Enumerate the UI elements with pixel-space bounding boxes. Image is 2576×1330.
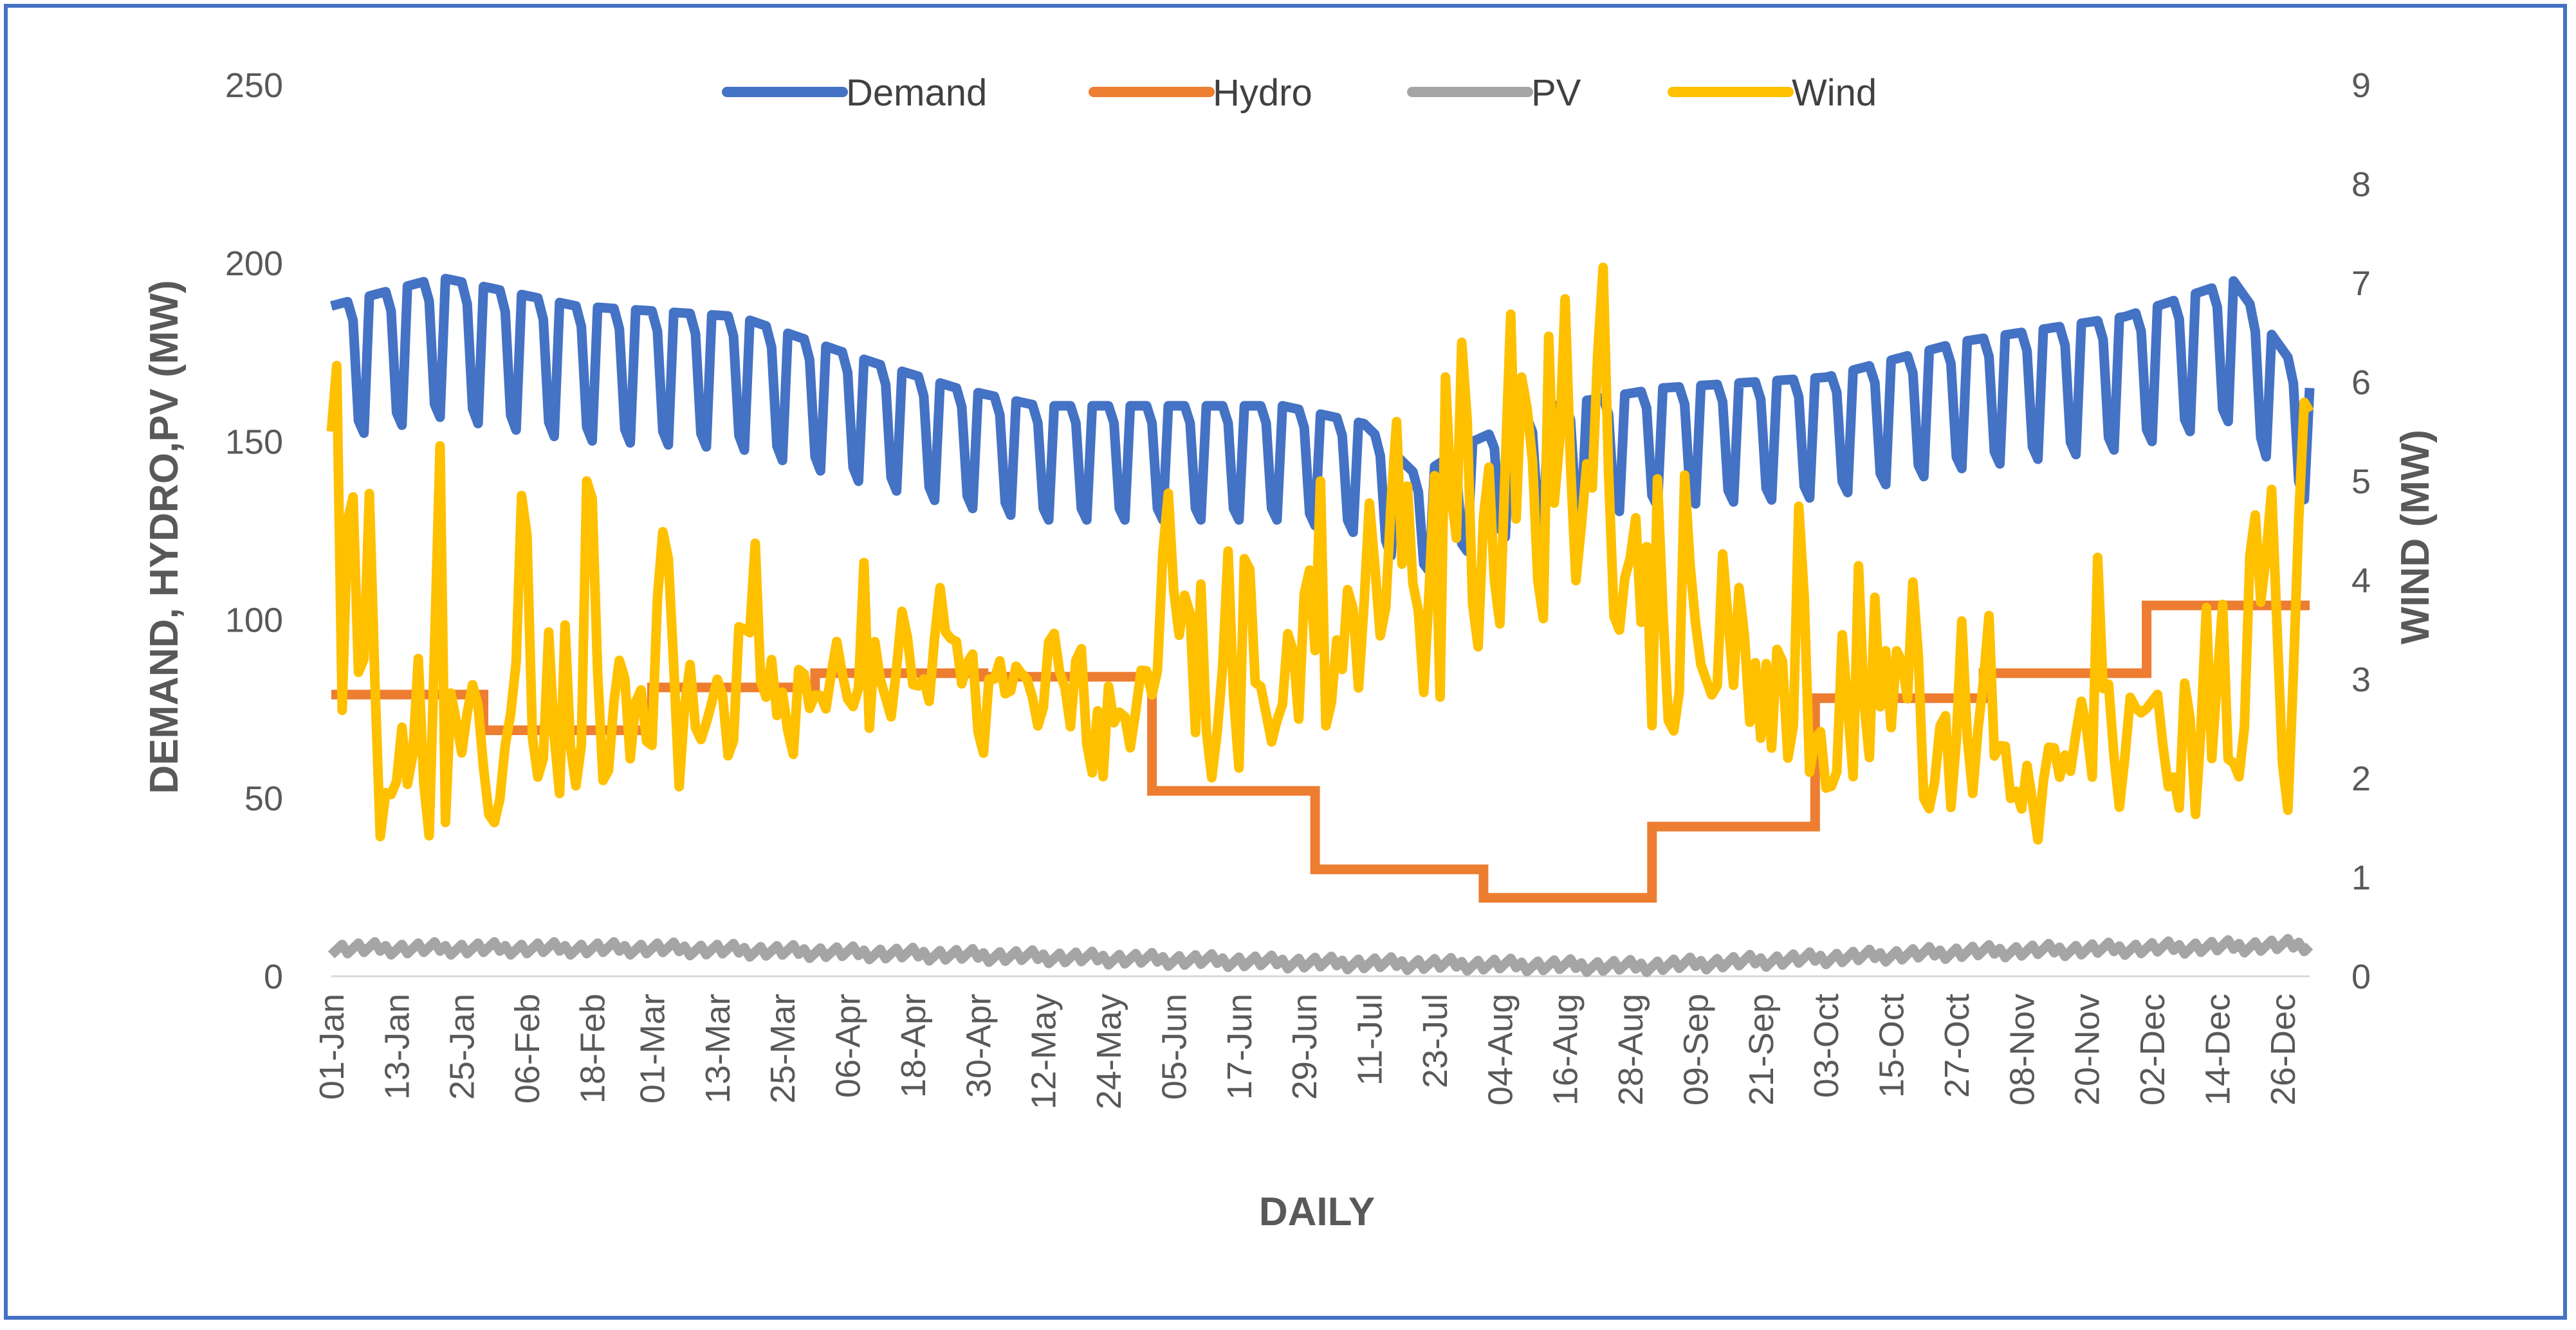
right-tick-3: 3 — [2351, 660, 2371, 699]
x-tick-08-nov: 08-Nov — [2003, 994, 2041, 1106]
right-tick-4: 4 — [2351, 561, 2371, 600]
x-tick-25-mar: 25-Mar — [764, 994, 802, 1104]
right-tick-2: 2 — [2351, 760, 2371, 798]
x-tick-02-dec: 02-Dec — [2133, 994, 2172, 1106]
x-tick-13-mar: 13-Mar — [699, 994, 737, 1104]
x-tick-13-jan: 13-Jan — [378, 994, 416, 1100]
right-tick-1: 1 — [2351, 859, 2371, 897]
legend-label-demand: Demand — [846, 72, 987, 114]
x-tick-01-jan: 01-Jan — [313, 994, 351, 1100]
x-tick-21-sep: 21-Sep — [1742, 994, 1781, 1106]
x-tick-25-jan: 25-Jan — [443, 994, 482, 1100]
series-line-pv — [327, 934, 2314, 978]
series-line-wind — [326, 262, 2314, 845]
x-tick-06-apr: 06-Apr — [829, 994, 868, 1098]
left-tick-0: 0 — [264, 958, 283, 996]
left-tick-250: 250 — [225, 66, 283, 105]
x-tick-03-oct: 03-Oct — [1807, 994, 1846, 1098]
right-tick-9: 9 — [2351, 66, 2371, 105]
series-line-demand — [330, 273, 2315, 576]
right-tick-5: 5 — [2351, 462, 2371, 501]
right-tick-8: 8 — [2351, 165, 2371, 204]
x-tick-29-jun: 29-Jun — [1285, 994, 1324, 1100]
x-tick-04-aug: 04-Aug — [1481, 994, 1520, 1106]
right-tick-6: 6 — [2351, 363, 2371, 402]
left-tick-100: 100 — [225, 601, 283, 640]
x-tick-01-mar: 01-Mar — [633, 994, 672, 1104]
x-tick-27-oct: 27-Oct — [1938, 994, 1976, 1098]
x-tick-18-feb: 18-Feb — [573, 994, 612, 1104]
right-y-axis-title: WIND (MW) — [2393, 430, 2438, 644]
x-tick-14-dec: 14-Dec — [2198, 994, 2237, 1106]
left-axis-ticks: 0 50 100 150 200 250 — [225, 66, 283, 996]
legend-label-wind: Wind — [1792, 72, 1877, 114]
x-tick-30-apr: 30-Apr — [959, 994, 998, 1098]
legend: Demand Hydro PV Wind — [722, 72, 1877, 114]
left-tick-50: 50 — [244, 779, 283, 818]
x-tick-20-nov: 20-Nov — [2068, 994, 2107, 1106]
x-tick-12-may: 12-May — [1025, 994, 1063, 1109]
left-y-axis-title: DEMAND, HYDRO,PV (MW) — [142, 280, 187, 794]
x-axis-ticks: 01-Jan 13-Jan 25-Jan 06-Feb 18-Feb 01-Mar 13-M… — [313, 994, 2303, 1109]
x-tick-05-jun: 05-Jun — [1155, 994, 1193, 1100]
legend-label-hydro: Hydro — [1213, 72, 1312, 114]
chart-frame — [4, 4, 2567, 1320]
x-tick-24-may: 24-May — [1090, 994, 1128, 1109]
x-tick-17-jun: 17-Jun — [1220, 994, 1259, 1100]
x-axis-title: DAILY — [1259, 1190, 1375, 1234]
left-tick-150: 150 — [225, 423, 283, 461]
series-layer — [326, 262, 2315, 978]
left-tick-200: 200 — [225, 244, 283, 283]
x-tick-23-jul: 23-Jul — [1416, 994, 1455, 1088]
x-tick-11-jul: 11-Jul — [1351, 994, 1390, 1086]
right-tick-0: 0 — [2351, 958, 2371, 996]
x-tick-18-apr: 18-Apr — [894, 994, 933, 1098]
right-axis-ticks: 0 1 2 3 4 5 6 7 8 9 — [2351, 66, 2371, 996]
legend-label-pv: PV — [1531, 72, 1581, 114]
x-tick-28-aug: 28-Aug — [1612, 994, 1650, 1106]
x-tick-26-dec: 26-Dec — [2264, 994, 2303, 1106]
right-tick-7: 7 — [2351, 264, 2371, 303]
x-tick-09-sep: 09-Sep — [1677, 994, 1715, 1106]
x-tick-16-aug: 16-Aug — [1547, 994, 1585, 1106]
x-tick-15-oct: 15-Oct — [1873, 994, 1911, 1098]
x-tick-06-feb: 06-Feb — [508, 994, 547, 1104]
